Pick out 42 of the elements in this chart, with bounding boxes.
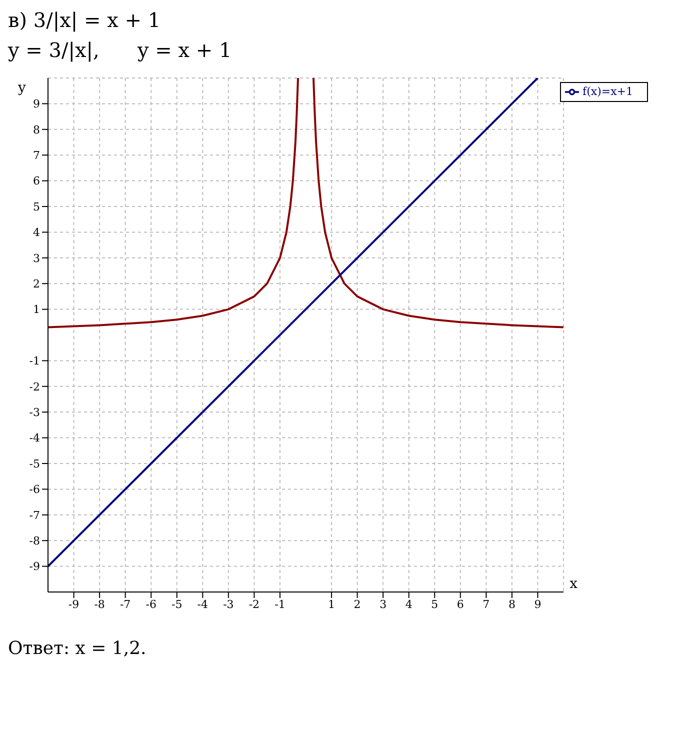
y-tick-label: -6 bbox=[29, 483, 40, 496]
x-tick-label: 9 bbox=[534, 598, 542, 611]
y-tick-label: -1 bbox=[29, 354, 40, 368]
x-tick-label: 8 bbox=[508, 598, 516, 611]
y-tick-label: -5 bbox=[29, 457, 40, 470]
x-tick-label: 1 bbox=[328, 598, 336, 611]
x-tick-label: -2 bbox=[248, 598, 260, 611]
y-tick-label: -9 bbox=[29, 560, 40, 574]
y-tick-label: 5 bbox=[33, 200, 40, 214]
x-tick-label: 7 bbox=[482, 598, 490, 611]
y-tick-label: -4 bbox=[29, 432, 40, 445]
y-tick-label: -8 bbox=[29, 534, 40, 548]
x-tick-label: 2 bbox=[354, 598, 361, 611]
y-tick-label: 6 bbox=[33, 174, 40, 188]
x-tick-label: 4 bbox=[405, 598, 412, 611]
y-tick-label: 7 bbox=[33, 149, 40, 162]
x-tick-label: -8 bbox=[94, 598, 105, 611]
x-tick-label: -7 bbox=[120, 598, 131, 611]
y-tick-label: 3 bbox=[33, 252, 40, 265]
text: Ответ: x = 1,2. bbox=[8, 638, 148, 659]
y-tick-label: -2 bbox=[29, 380, 40, 394]
x-tick-label: -6 bbox=[146, 598, 156, 611]
x-tick-label: 3 bbox=[380, 598, 387, 611]
x-tick-label: -1 bbox=[274, 598, 286, 611]
y-tick-label: 8 bbox=[33, 123, 40, 136]
x-tick-label: -3 bbox=[223, 598, 234, 611]
chart-subtitle: y = 3/|x|, y = x + 1 bbox=[8, 38, 233, 62]
y-tick-label: 4 bbox=[33, 226, 40, 240]
y-axis-title: y bbox=[17, 80, 26, 96]
x-tick-label: -4 bbox=[197, 598, 208, 611]
x-tick-label: -9 bbox=[68, 598, 80, 611]
legend-label: f(x)=x+1 bbox=[582, 85, 633, 98]
y-tick-label: -3 bbox=[29, 406, 40, 420]
y-tick-label: 1 bbox=[33, 303, 40, 316]
y-tick-label: 2 bbox=[33, 278, 40, 291]
x-axis-title: x bbox=[570, 576, 578, 592]
y-tick-label: 9 bbox=[33, 98, 40, 111]
chart-title: в) 3/|x| = x + 1 bbox=[8, 8, 162, 32]
x-tick-label: -5 bbox=[172, 598, 182, 611]
x-tick-label: 6 bbox=[456, 598, 464, 611]
x-tick-label: 5 bbox=[431, 598, 438, 611]
y-tick-label: -7 bbox=[29, 508, 40, 522]
